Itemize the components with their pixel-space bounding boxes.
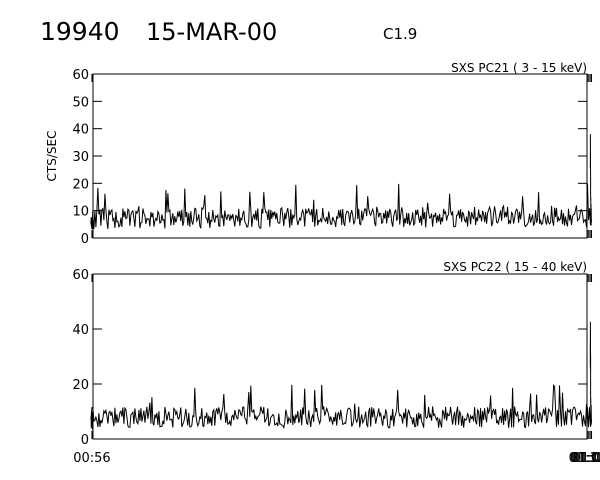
y-tick-label: 40	[72, 323, 89, 338]
panel-title-pc22: SXS PC22 ( 15 - 40 keV)	[443, 260, 587, 274]
x-tick-label: 01:08	[570, 451, 600, 466]
y-tick-label: 20	[72, 378, 89, 393]
x-tick-label: 01:04	[571, 451, 600, 466]
y-tick-label: 0	[81, 232, 89, 247]
y-tick-label: 30	[72, 150, 89, 165]
x-tick-label: 01:00	[573, 451, 600, 466]
y-axis-label: CTS/SEC	[45, 131, 59, 182]
x-tick-label: 01:12	[569, 451, 600, 466]
panel-pc21: SXS PC21 ( 3 - 15 keV) CTS/SEC 0 10 20 30 40…	[45, 61, 593, 247]
y-tick-label: 60	[72, 68, 89, 83]
series-line-pc22	[90, 321, 593, 431]
y-tick-label: 20	[72, 177, 89, 192]
flare-class: C1.9	[383, 25, 417, 43]
y-tick-label: 50	[72, 95, 89, 110]
series-line-pc21	[90, 134, 592, 232]
panel-title-pc21: SXS PC21 ( 3 - 15 keV)	[451, 61, 587, 75]
y-tick-label: 60	[72, 268, 89, 283]
event-id: 19940	[40, 17, 120, 46]
panel-pc22: SXS PC22 ( 15 - 40 keV) 0 20 40 60 00:56 01:0…	[72, 260, 600, 466]
event-date: 15-MAR-00	[146, 18, 277, 46]
plot-frame-pc22	[92, 273, 588, 440]
y-tick-label: 40	[72, 123, 89, 138]
y-tick-label: 0	[81, 433, 89, 448]
y-tick-label: 10	[72, 205, 89, 220]
x-tick-label: 00:56	[73, 451, 110, 466]
